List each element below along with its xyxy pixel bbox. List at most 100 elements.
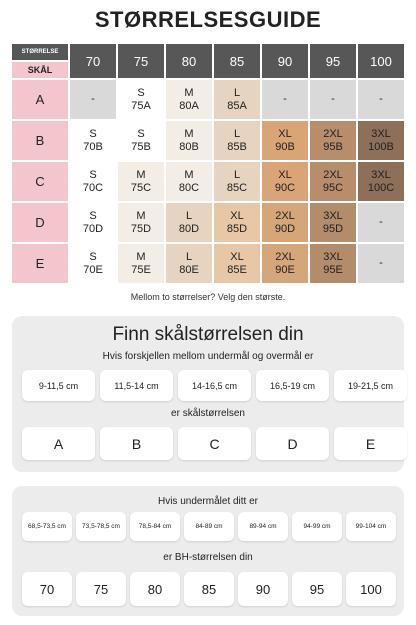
size-letter: M [136, 168, 146, 181]
size-code: 70E [83, 263, 103, 276]
row-label: C [12, 162, 68, 201]
size-letter: - [91, 93, 95, 105]
size-cell: M 80A [166, 80, 212, 119]
size-letter: M [136, 209, 146, 222]
difference-button: 11,5-14 cm [100, 370, 173, 401]
size-cell: 2XL 90E [262, 244, 308, 283]
size-letter: XL [230, 250, 244, 263]
size-code: 80A [179, 99, 199, 112]
size-cell: - [358, 244, 404, 283]
underbust-button: 73,5-78,5 cm [76, 512, 126, 541]
column-header: 95 [310, 44, 356, 78]
cup-button: B [100, 427, 173, 460]
panel-text: Hvis forskjellen mellom undermål og over… [102, 350, 314, 362]
size-code: 90D [274, 222, 296, 235]
band-button: 80 [130, 572, 180, 606]
size-code: 75D [130, 222, 152, 235]
corner-top: STØRRELSE [12, 44, 68, 60]
size-cell: M 75C [118, 162, 164, 201]
size-code: 80B [179, 140, 199, 153]
size-letter: - [379, 216, 383, 228]
size-code: 80D [178, 222, 200, 235]
size-letter: S [89, 127, 97, 140]
size-cell: S 70B [70, 121, 116, 160]
size-cell: XL 90C [262, 162, 308, 201]
size-code: 70B [83, 140, 103, 153]
row-label: A [12, 80, 68, 119]
size-cell: L 85A [214, 80, 260, 119]
size-cell: 2XL 95B [310, 121, 356, 160]
size-cell: XL 85E [214, 244, 260, 283]
panel-title: Finn skålstørrelsen din [112, 324, 304, 345]
size-letter: L [233, 127, 241, 140]
size-code: 90B [275, 140, 295, 153]
size-code: 75C [130, 181, 152, 194]
size-letter: - [283, 93, 287, 105]
band-button: 100 [346, 572, 396, 606]
size-cell: 3XL 95D [310, 203, 356, 242]
size-cell: L 80E [166, 244, 212, 283]
size-code: 85D [226, 222, 248, 235]
size-cell: S 75A [118, 80, 164, 119]
cup-button: D [256, 427, 329, 460]
size-cell: L 80D [166, 203, 212, 242]
row-label: E [12, 244, 68, 283]
size-code: 75A [131, 99, 151, 112]
size-code: 85B [227, 140, 247, 153]
underbust-button: 68,5-73,5 cm [22, 512, 72, 541]
column-header: 80 [166, 44, 212, 78]
size-code: 95D [322, 222, 344, 235]
size-letter: S [89, 168, 97, 181]
difference-button: 14-16,5 cm [178, 370, 251, 401]
size-letter: XL [278, 168, 292, 181]
size-letter: XL [230, 209, 244, 222]
row-label: D [12, 203, 68, 242]
size-cell: 3XL 100C [358, 162, 404, 201]
size-cell: - [310, 80, 356, 119]
size-code: 90C [274, 181, 296, 194]
size-cell: S 70C [70, 162, 116, 201]
size-letter: - [331, 93, 335, 105]
size-code: 85E [227, 263, 247, 276]
underbust-button: 99-104 cm [346, 512, 396, 541]
size-letter: L [233, 86, 241, 99]
band-button: 70 [22, 572, 72, 606]
underbust-button: 94-99 cm [292, 512, 342, 541]
size-code: 90E [275, 263, 295, 276]
size-letter: 2XL [323, 168, 343, 181]
size-letter: - [379, 257, 383, 269]
size-letter: 2XL [275, 250, 295, 263]
size-code: 100B [368, 140, 394, 153]
band-button: 85 [184, 572, 234, 606]
size-letter: 3XL [371, 168, 391, 181]
size-code: 95E [323, 263, 343, 276]
size-cell: XL 85D [214, 203, 260, 242]
size-letter: 3XL [323, 209, 343, 222]
size-letter: S [89, 250, 97, 263]
size-cell: - [70, 80, 116, 119]
size-cell: - [262, 80, 308, 119]
size-code: 100C [367, 181, 395, 194]
size-letter: S [137, 127, 145, 140]
size-cell: 2XL 95C [310, 162, 356, 201]
cup-button: E [334, 427, 407, 460]
size-cell: 3XL 100B [358, 121, 404, 160]
size-letter: 2XL [275, 209, 295, 222]
underbust-button: 84-89 cm [184, 512, 234, 541]
size-cell: M 80C [166, 162, 212, 201]
difference-button: 16,5-19 cm [256, 370, 329, 401]
size-letter: M [184, 127, 194, 140]
size-cell: M 75E [118, 244, 164, 283]
size-code: 95C [322, 181, 344, 194]
size-letter: S [137, 86, 145, 99]
size-letter: 3XL [323, 250, 343, 263]
size-code: 70D [82, 222, 104, 235]
size-cell: M 80B [166, 121, 212, 160]
underbust-button: 89-94 cm [238, 512, 288, 541]
size-cell: - [358, 203, 404, 242]
size-letter: S [89, 209, 97, 222]
cup-button: C [178, 427, 251, 460]
difference-button: 19-21,5 cm [334, 370, 407, 401]
size-code: 85C [226, 181, 248, 194]
